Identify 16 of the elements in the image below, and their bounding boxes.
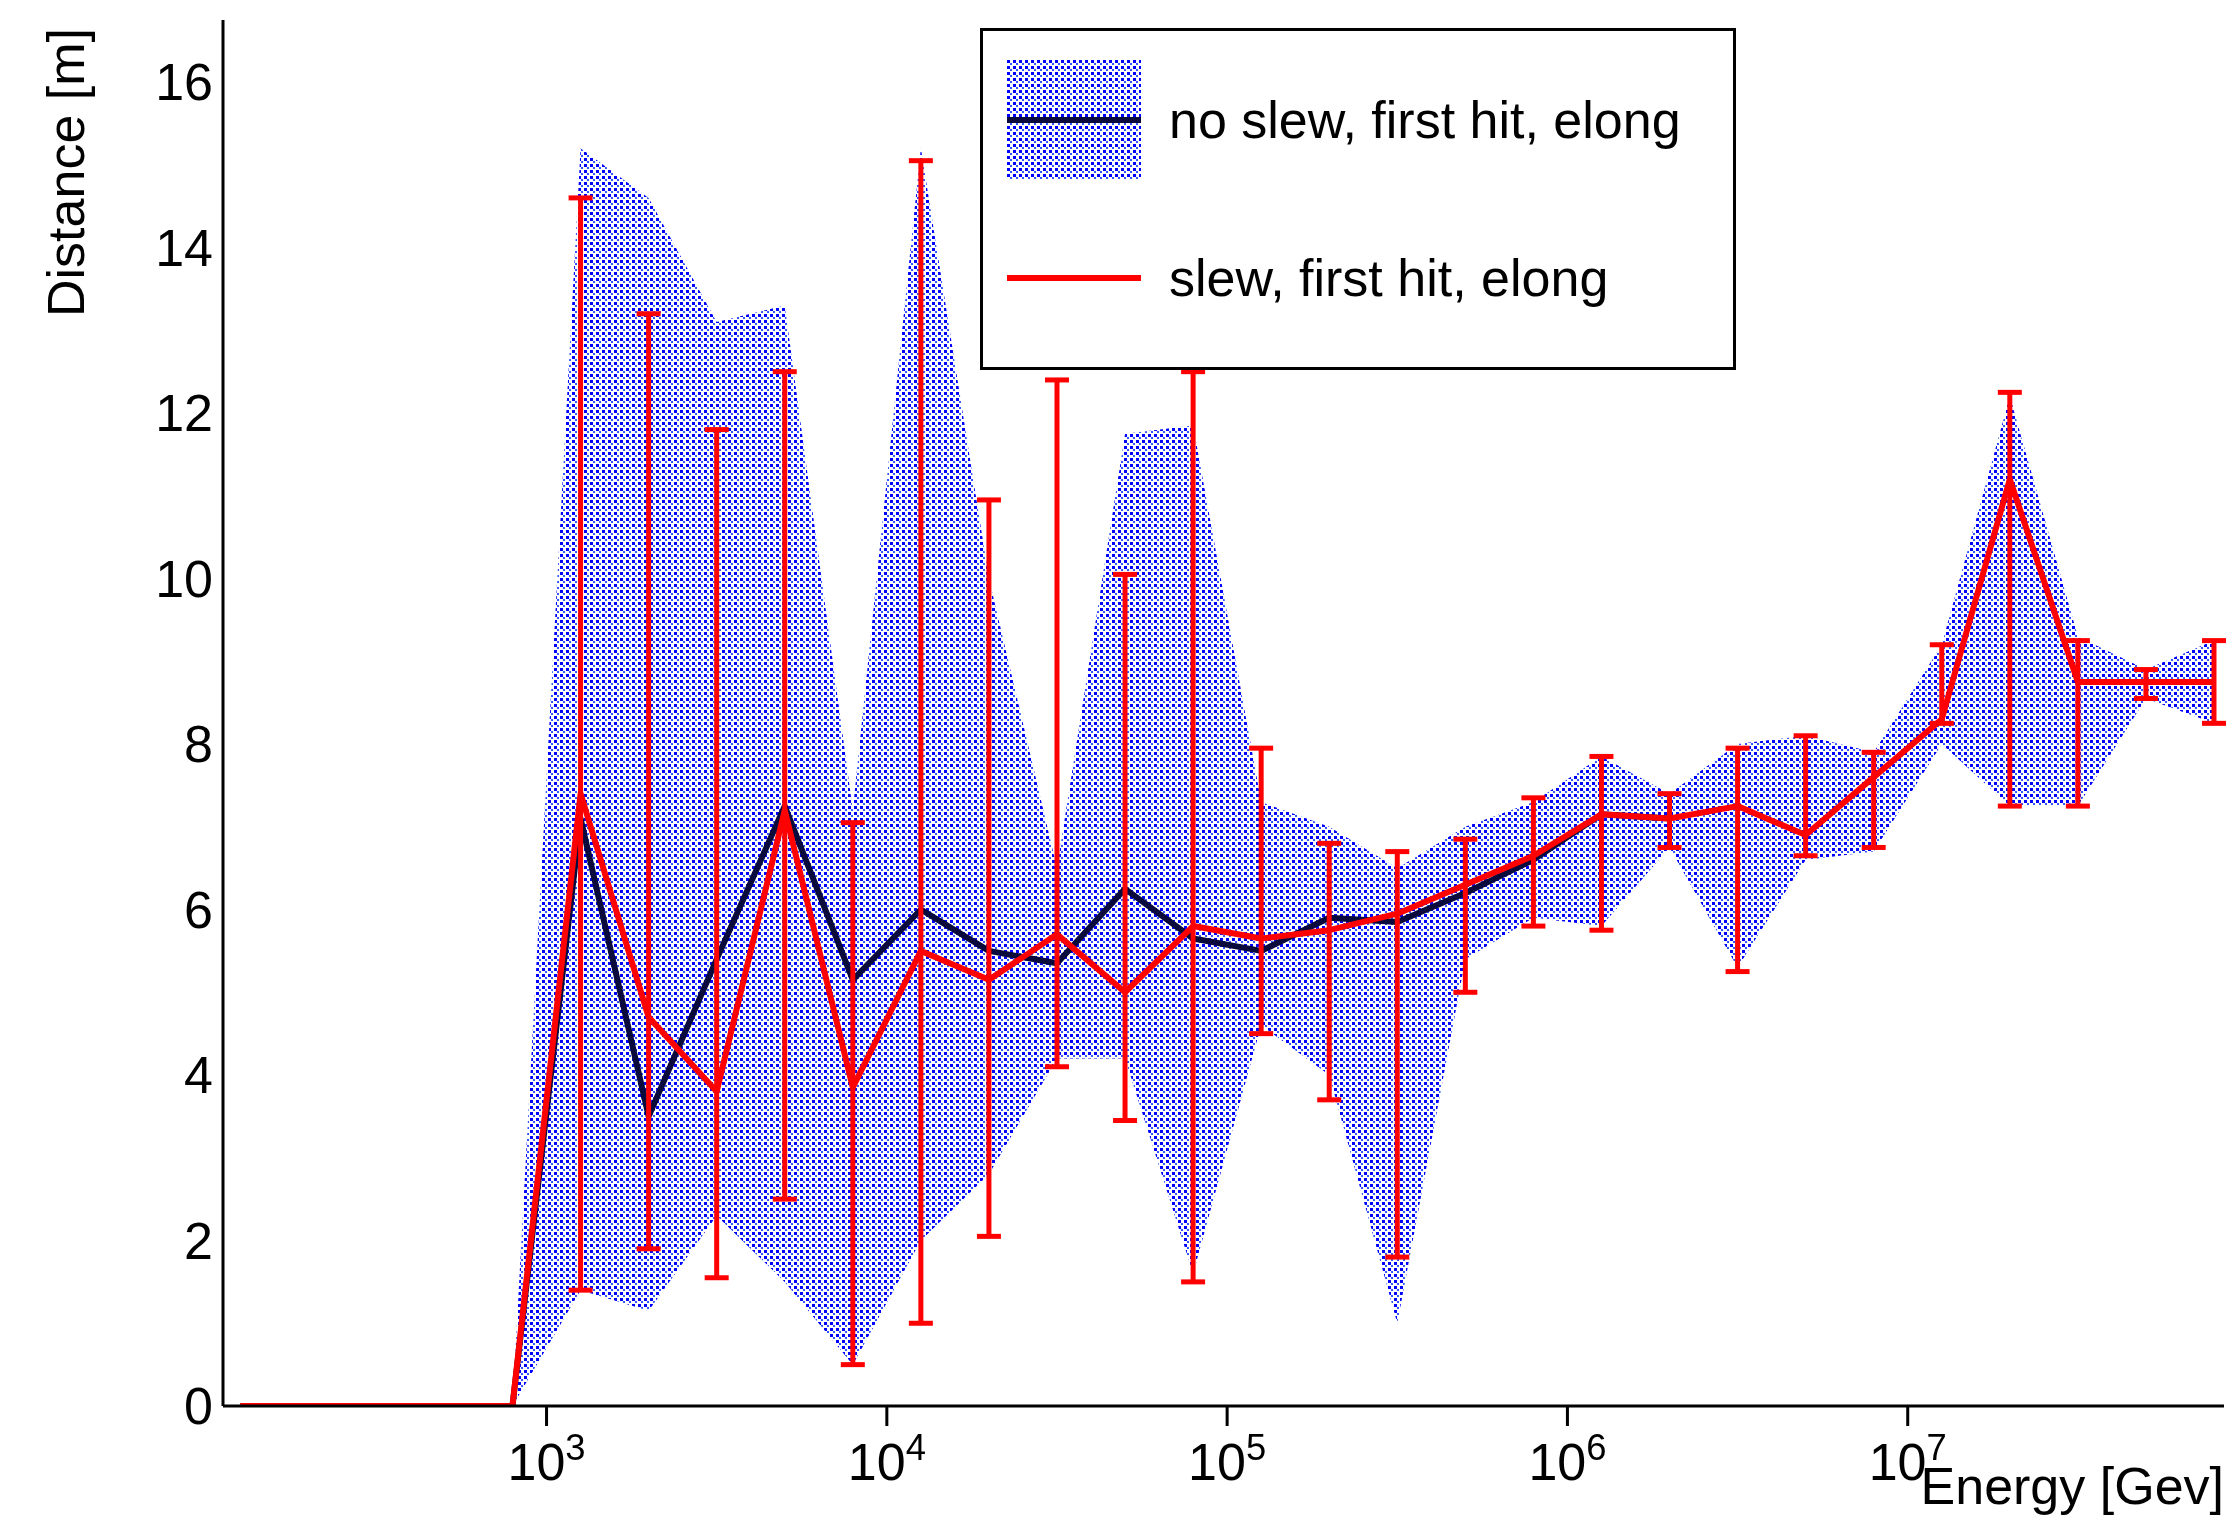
y-tick-label: 4 xyxy=(184,1046,213,1105)
y-tick-label: 12 xyxy=(155,384,213,443)
y-tick-label: 14 xyxy=(155,218,213,277)
x-tick-label: 10$^{6}$ xyxy=(1528,1426,1607,1491)
y-axis-title: Distance [m] xyxy=(36,28,96,317)
y-tick-label: 16 xyxy=(155,53,213,112)
x-tick-label: 10$^{5}$ xyxy=(1188,1426,1267,1491)
legend-label: no slew, first hit, elong xyxy=(1169,90,1681,150)
legend-label: slew, first hit, elong xyxy=(1169,248,1609,308)
y-tick-label: 8 xyxy=(184,715,213,774)
x-tick-label: 10$^{4}$ xyxy=(847,1426,926,1491)
y-tick-label: 10 xyxy=(155,549,213,608)
y-tick-label: 2 xyxy=(184,1211,213,1270)
y-tick-label: 6 xyxy=(184,880,213,939)
x-tick-label: 10$^{3}$ xyxy=(507,1426,586,1491)
y-tick-label: 0 xyxy=(184,1377,213,1435)
